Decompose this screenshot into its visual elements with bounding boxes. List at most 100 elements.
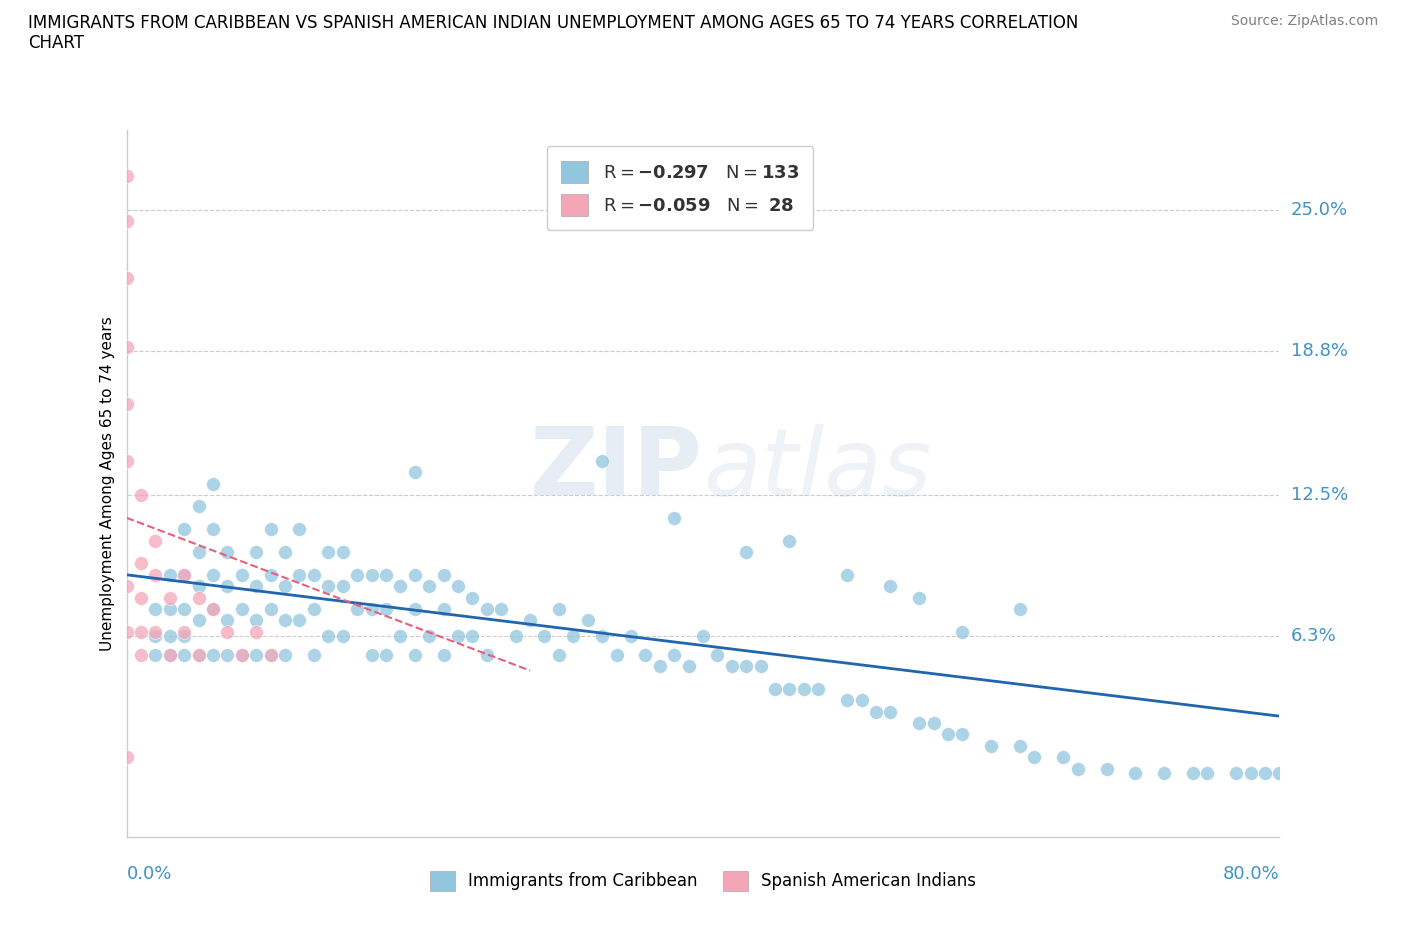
Point [202, 647, 225, 662]
Point [173, 624, 195, 639]
Point [245, 647, 267, 662]
Point [648, 658, 671, 673]
Point [288, 522, 311, 537]
Point [591, 453, 613, 468]
Point [447, 629, 470, 644]
Point [173, 602, 195, 617]
Point [288, 567, 311, 582]
Text: 25.0%: 25.0% [1291, 201, 1348, 219]
Point [259, 647, 281, 662]
Point [835, 693, 858, 708]
Point [605, 647, 627, 662]
Point [202, 602, 225, 617]
Point [259, 602, 281, 617]
Point [231, 602, 253, 617]
Point [980, 738, 1002, 753]
Point [620, 629, 643, 644]
Point [706, 647, 728, 662]
Point [433, 567, 456, 582]
Point [807, 682, 830, 697]
Point [418, 578, 440, 593]
Point [865, 704, 887, 719]
Point [145, 567, 166, 582]
Point [1254, 765, 1277, 780]
Point [187, 613, 209, 628]
Point [217, 613, 239, 628]
Point [115, 271, 138, 286]
Text: 6.3%: 6.3% [1291, 628, 1337, 645]
Point [1153, 765, 1175, 780]
Point [1095, 761, 1118, 776]
Point [749, 658, 772, 673]
Point [835, 567, 858, 582]
Point [173, 629, 195, 644]
Text: Source: ZipAtlas.com: Source: ZipAtlas.com [1230, 14, 1378, 28]
Point [259, 522, 281, 537]
Point [404, 602, 426, 617]
Point [389, 578, 412, 593]
Point [548, 647, 571, 662]
Point [1123, 765, 1146, 780]
Point [346, 567, 368, 582]
Point [389, 629, 412, 644]
Point [332, 629, 354, 644]
Point [115, 453, 138, 468]
Point [202, 602, 225, 617]
Point [245, 578, 267, 593]
Point [187, 647, 209, 662]
Point [1197, 765, 1219, 780]
Point [1008, 738, 1031, 753]
Text: IMMIGRANTS FROM CARIBBEAN VS SPANISH AMERICAN INDIAN UNEMPLOYMENT AMONG AGES 65 : IMMIGRANTS FROM CARIBBEAN VS SPANISH AME… [28, 14, 1078, 32]
Point [851, 693, 873, 708]
Point [936, 727, 959, 742]
Point [692, 629, 714, 644]
Point [1225, 765, 1247, 780]
Point [879, 578, 901, 593]
Point [562, 629, 585, 644]
Point [217, 624, 239, 639]
Point [173, 567, 195, 582]
Point [274, 545, 297, 560]
Point [360, 567, 382, 582]
Point [360, 602, 382, 617]
Point [433, 647, 456, 662]
Point [461, 629, 484, 644]
Point [332, 578, 354, 593]
Point [664, 511, 686, 525]
Point [950, 624, 973, 639]
Point [259, 567, 281, 582]
Point [159, 591, 181, 605]
Point [259, 647, 281, 662]
Point [173, 647, 195, 662]
Point [115, 168, 138, 183]
Point [173, 567, 195, 582]
Point [115, 578, 138, 593]
Point [187, 545, 209, 560]
Point [475, 647, 498, 662]
Point [115, 214, 138, 229]
Point [245, 545, 267, 560]
Text: CHART: CHART [28, 34, 84, 52]
Text: 12.5%: 12.5% [1291, 486, 1348, 504]
Point [678, 658, 700, 673]
Point [217, 545, 239, 560]
Point [318, 629, 340, 644]
Text: 18.8%: 18.8% [1291, 342, 1348, 360]
Point [634, 647, 657, 662]
Point [763, 682, 786, 697]
Point [332, 545, 354, 560]
Point [461, 591, 484, 605]
Point [187, 647, 209, 662]
Point [115, 624, 138, 639]
Legend: Immigrants from Caribbean, Spanish American Indians: Immigrants from Caribbean, Spanish Ameri… [422, 862, 984, 899]
Point [129, 624, 152, 639]
Point [302, 567, 325, 582]
Point [1052, 750, 1074, 764]
Point [159, 647, 181, 662]
Point [145, 624, 166, 639]
Point [879, 704, 901, 719]
Point [433, 602, 456, 617]
Point [505, 629, 527, 644]
Point [793, 682, 815, 697]
Point [129, 556, 152, 571]
